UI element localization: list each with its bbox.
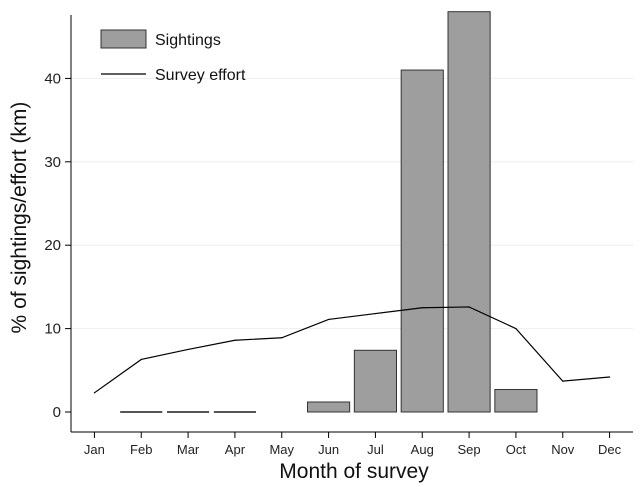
effort-point-jan (93, 392, 96, 394)
x-tick-label-sep: Sep (458, 442, 481, 457)
survey-effort-polyline (94, 306, 610, 394)
effort-point-may (281, 337, 283, 339)
legend-label-survey-effort: Survey effort (155, 67, 246, 84)
x-tick-label-apr: Apr (225, 442, 246, 457)
x-tick-label-dec: Dec (598, 442, 622, 457)
effort-point-jul (374, 312, 377, 315)
effort-point-dec (608, 376, 611, 378)
effort-point-mar (187, 348, 189, 351)
bar-aug (400, 69, 444, 413)
bar-feb (120, 411, 163, 413)
x-tick-label-oct: Oct (506, 442, 527, 457)
y-tick-label: 30 (44, 154, 61, 171)
bar-sep (447, 11, 491, 413)
x-tick-label-may: May (269, 442, 294, 457)
y-tick-label: 10 (44, 321, 61, 338)
y-tick-label: 0 (53, 404, 61, 421)
effort-point-aug (421, 307, 423, 309)
effort-point-feb (140, 358, 142, 361)
bar-apr (213, 411, 256, 413)
bar-jul (353, 349, 397, 413)
effort-point-nov (562, 380, 564, 382)
effort-point-oct (515, 328, 517, 330)
x-tick-label-mar: Mar (177, 442, 200, 457)
legend: Sightings Survey effort (100, 29, 246, 84)
sightings-bars (120, 11, 538, 413)
x-tick-label-jul: Jul (367, 442, 384, 457)
legend-label-sightings: Sightings (155, 32, 221, 49)
x-tick-label-feb: Feb (130, 442, 152, 457)
effort-point-sep (468, 306, 470, 308)
axes: 0 10 20 30 40 50 Jan Feb Mar Apr May Jun Jul Aug Sep Oc… (44, 0, 633, 457)
x-tick-label-jun: Jun (318, 442, 339, 457)
effort-point-jun (327, 318, 330, 321)
y-tick-label: 40 (44, 70, 61, 87)
x-axis-title: Month of survey (279, 460, 429, 483)
x-tick-label-nov: Nov (551, 442, 575, 457)
legend-swatch-sightings (100, 29, 147, 49)
x-tick-label-jan: Jan (84, 442, 105, 457)
bar-mar (167, 411, 210, 413)
x-tick-label-aug: Aug (411, 442, 434, 457)
y-tick-label: 50 (44, 0, 61, 4)
y-axis-title: % of sightings/effort (km) (8, 102, 31, 334)
gridlines (71, 77, 633, 330)
bar-oct (494, 388, 538, 413)
y-tick-label: 20 (44, 237, 61, 254)
survey-effort-line (93, 306, 611, 394)
effort-point-apr (234, 339, 236, 341)
bar-jun (307, 401, 351, 413)
